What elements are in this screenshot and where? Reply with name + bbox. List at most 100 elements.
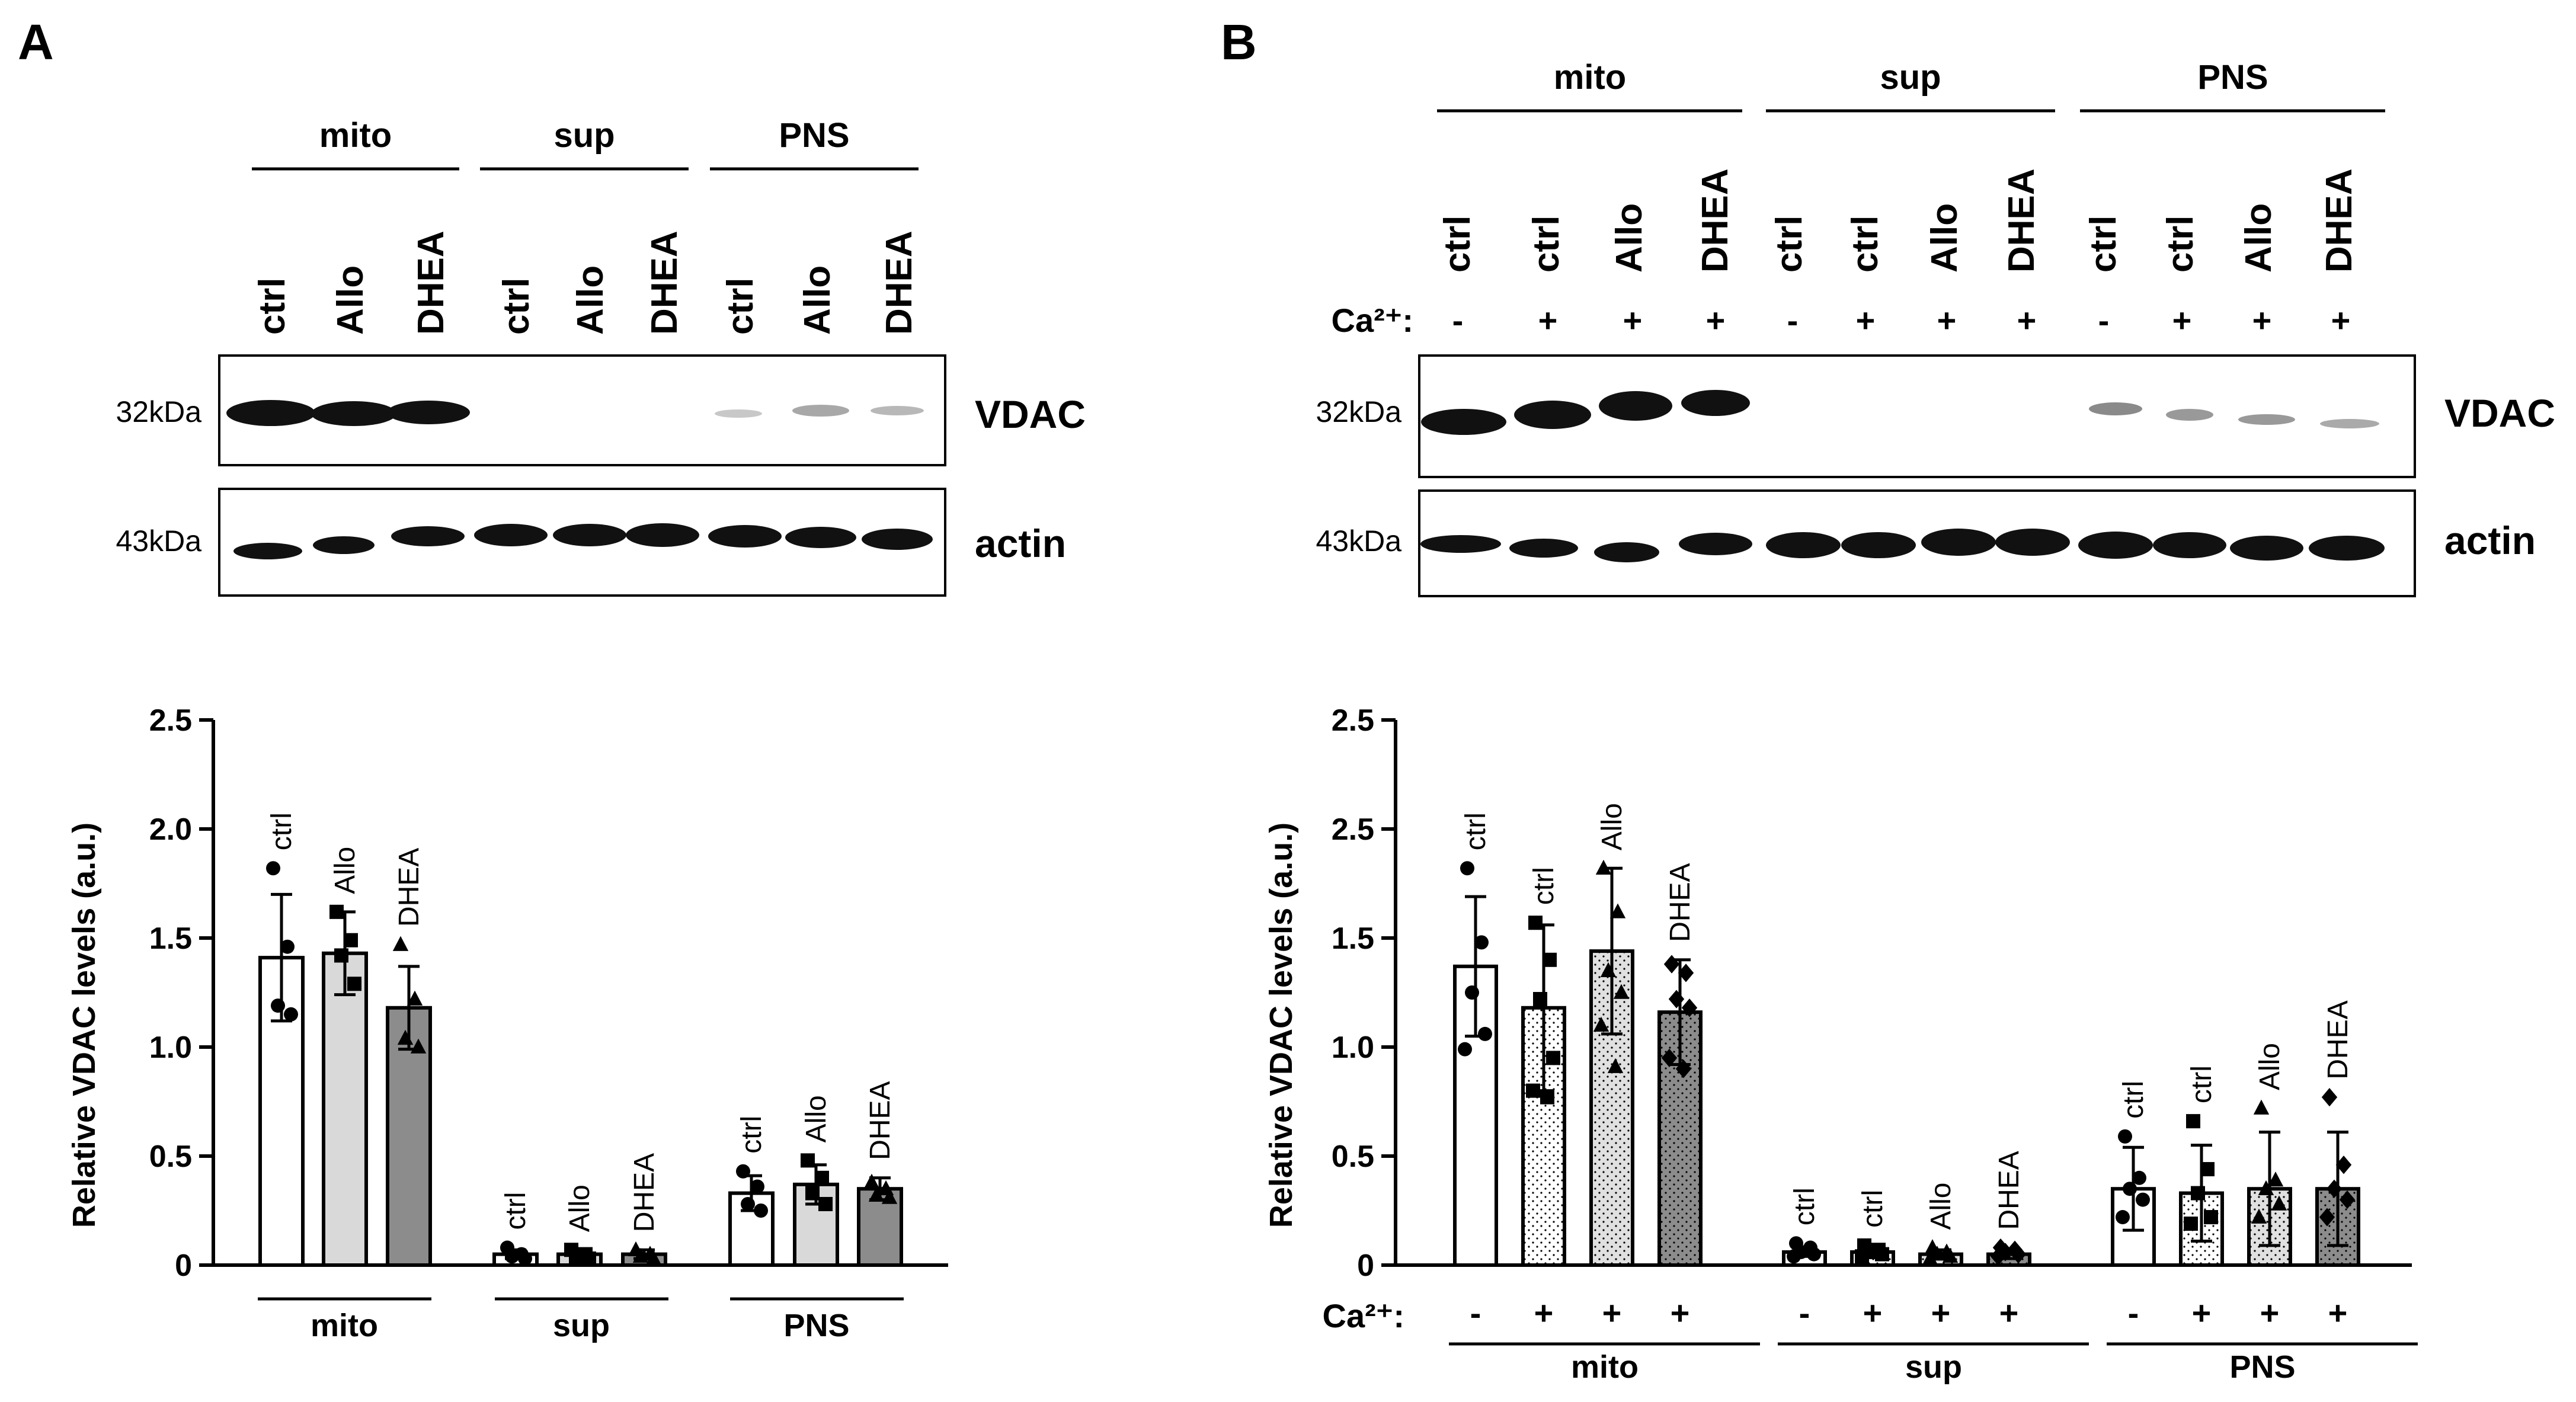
panel-a-group-mito: mito [319, 116, 392, 155]
y-tick-label: 2.5 [1332, 703, 1374, 738]
data-point-diamond [1663, 955, 1680, 974]
data-point-circle [1465, 985, 1479, 1000]
data-point-square [805, 1186, 820, 1201]
y-tick-label: 0 [175, 1249, 192, 1283]
chart-calcium-sign: + [2260, 1294, 2280, 1331]
data-point-triangle [2251, 1208, 2267, 1224]
panel-b-vdac-label: VDAC [2444, 391, 2555, 435]
data-point-square [815, 1170, 829, 1185]
actin-band [785, 527, 856, 548]
vdac-band [2320, 419, 2379, 428]
vdac-band [715, 409, 762, 418]
data-point-square [1533, 992, 1547, 1007]
panel-b-y-ticks: 0 0.5 1.0 1.5 2.5 2.5 [1332, 703, 1396, 1283]
panel-a-letter: A [18, 14, 54, 70]
panel-b-group-sup: sup [1880, 58, 1941, 97]
actin-band [1841, 532, 1916, 558]
bar-label: Allo [801, 1095, 832, 1142]
panel-a-bars: ctrl Allo DHEA ctrl Allo DHEA ctrl Allo DHEA [258, 812, 903, 1267]
actin-band [1509, 539, 1578, 558]
chart-calcium-sign: + [1931, 1294, 1951, 1331]
panel-b-bars: ctrl ctrl Allo DHEA ctrl ctrl Allo DHEA ctrl ctrl… [1453, 803, 2360, 1267]
actin-band [1921, 529, 1996, 556]
data-point-triangle [1942, 1247, 1959, 1263]
data-point-square [1528, 916, 1543, 930]
panel-a-lane-labels: ctrl Allo DHEA ctrl Allo DHEA ctrl Allo DHEA [252, 231, 920, 335]
chart-calcium-sign: + [2192, 1294, 2212, 1331]
data-point-square [801, 1153, 815, 1168]
data-point-diamond [1992, 1238, 2009, 1257]
data-point-triangle [1593, 1016, 1609, 1032]
data-point-triangle [410, 1038, 427, 1054]
panel-b-group-mito: mito [1554, 58, 1626, 97]
panel-b-group-label-pns: PNS [2229, 1349, 2295, 1385]
panel-b-group-label-mito: mito [1571, 1349, 1639, 1385]
actin-band [626, 523, 699, 547]
data-point-square [582, 1251, 596, 1266]
panel-a-lane-dhea: DHEA [411, 231, 452, 335]
panel-a-vdac-label: VDAC [975, 392, 1086, 436]
data-point-square [1855, 1249, 1869, 1264]
panel-a-group-label-sup: sup [553, 1308, 610, 1343]
data-point-circle [1458, 1042, 1472, 1057]
chart-calcium-sign: + [1534, 1294, 1554, 1331]
data-point-circle [266, 861, 280, 876]
data-point-triangle [1609, 903, 1626, 918]
data-point-circle [1787, 1249, 1801, 1264]
data-point-triangle [397, 1029, 414, 1045]
actin-band [708, 525, 782, 548]
calcium-sign: + [2331, 302, 2351, 339]
data-point-triangle [2267, 1171, 2284, 1187]
calcium-sign: + [2172, 302, 2192, 339]
actin-band [862, 529, 933, 550]
data-point-circle [1807, 1247, 1821, 1262]
data-point-square [2204, 1210, 2218, 1225]
data-point-diamond [1661, 1048, 1678, 1067]
panel-a-lane-allo: Allo [330, 265, 371, 335]
data-point-triangle [2271, 1195, 2287, 1211]
actin-band [1766, 532, 1841, 558]
data-point-circle [2118, 1129, 2132, 1144]
data-point-triangle [1607, 1058, 1624, 1073]
panel-b-actin-marker: 43kDa [1316, 524, 1401, 558]
data-point-square [1875, 1247, 1889, 1262]
data-point-square [347, 977, 361, 991]
bar-label: DHEA [1993, 1151, 2025, 1230]
actin-band [1679, 533, 1752, 555]
data-point-square [1540, 1090, 1554, 1105]
data-point-triangle [868, 1186, 885, 1202]
data-point-triangle [881, 1189, 898, 1204]
data-point-triangle [2258, 1180, 2274, 1195]
panel-a-vdac-marker: 32kDa [116, 395, 201, 428]
panel-a-lane-ctrl: ctrl [252, 278, 293, 335]
panel-a-group-pns: PNS [779, 116, 849, 155]
calcium-sign: + [1856, 302, 1876, 339]
panel-a-group-label-mito: mito [311, 1308, 378, 1343]
panel-a-actin-bands [233, 523, 933, 559]
vdac-band [2089, 402, 2142, 415]
data-point-circle [505, 1249, 519, 1264]
data-point-square [2200, 1162, 2215, 1177]
bar-label: DHEA [2322, 1000, 2354, 1079]
panel-b-lane-allo: Allo [1609, 203, 1650, 273]
data-point-circle [2132, 1170, 2146, 1185]
panel-b-chart-calcium-label: Ca²⁺: [1323, 1297, 1404, 1334]
bar-label: ctrl [1857, 1190, 1889, 1228]
data-point-square [2191, 1186, 2205, 1201]
panel-a-blot: A mito sup PNS ctrl Allo DHEA ctrl Allo DHEA c… [18, 14, 1086, 597]
vdac-band [311, 401, 396, 426]
chart-calcium-sign: + [1999, 1294, 2019, 1331]
bar-label: Allo [329, 847, 361, 894]
data-point-diamond [1668, 990, 1685, 1009]
panel-b-actin-bands [1420, 529, 2385, 562]
panel-b-lane-dhea: DHEA [2001, 168, 2042, 273]
vdac-band [871, 406, 924, 415]
chart-calcium-sign: - [1799, 1294, 1810, 1331]
data-point-circle [736, 1164, 750, 1179]
bar-label: ctrl [736, 1116, 767, 1154]
panel-b-chart-calcium-signs: - + + + - + + + - + + + [1470, 1294, 2348, 1331]
data-point-square [329, 904, 344, 919]
panel-a-lane-dhea: DHEA [644, 231, 685, 335]
panel-b-vdac-bands [1421, 390, 2379, 435]
panel-b-vdac-marker: 32kDa [1316, 395, 1401, 428]
